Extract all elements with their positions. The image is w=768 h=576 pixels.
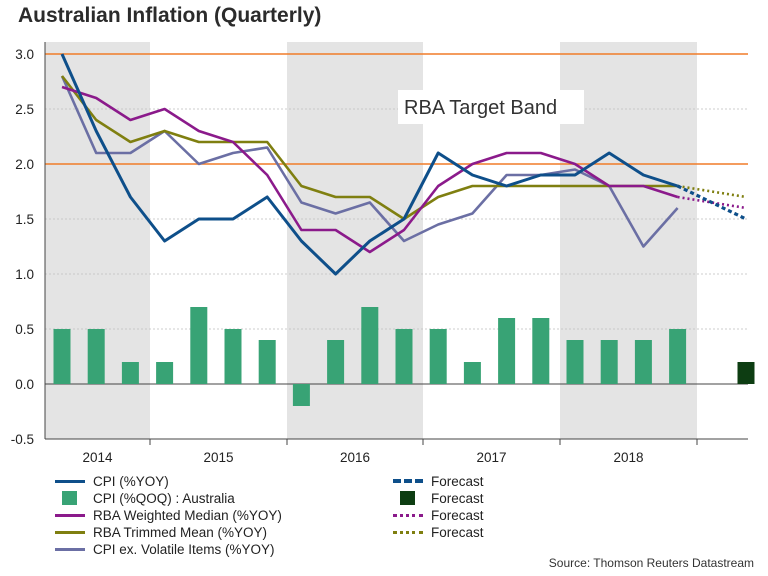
bar-cpi-qoq <box>121 362 139 384</box>
source-note: Source: Thomson Reuters Datastream <box>548 556 754 570</box>
legend-item: CPI ex. Volatile Items (%YOY) <box>55 541 275 557</box>
bar-cpi-qoq <box>258 340 276 384</box>
legend-label: Forecast <box>431 507 484 523</box>
legend-label: CPI (%YOY) <box>93 473 169 489</box>
bar-cpi-qoq <box>600 340 618 384</box>
bar-cpi-qoq <box>327 340 345 384</box>
bar-cpi-qoq <box>395 329 413 384</box>
line-cpi <box>60 53 679 276</box>
x-year-label-2017: 2017 <box>476 450 506 465</box>
bar-cpi-qoq <box>292 384 310 406</box>
legend-label: RBA Weighted Median (%YOY) <box>93 507 282 523</box>
bar-cpi-qoq <box>224 329 242 384</box>
y-tick-label: 3.0 <box>15 47 34 62</box>
y-tick-label: 2.5 <box>15 102 34 117</box>
legend-item: CPI (%QOQ) : Australia <box>55 490 235 506</box>
legend-item: Forecast <box>393 507 484 523</box>
x-year-label-2014: 2014 <box>82 450 113 465</box>
y-tick-label: 0.5 <box>15 322 34 337</box>
bar-cpi-qoq <box>532 318 550 384</box>
bar-cpi-qoq <box>498 318 516 384</box>
forecast-trimmed-mean <box>677 184 747 199</box>
x-year-label-2016: 2016 <box>340 450 370 465</box>
bar-cpi-qoq <box>669 329 687 384</box>
legend-label: Forecast <box>431 490 484 506</box>
target-band-label: RBA Target Band <box>404 97 557 119</box>
line-weighted-median <box>61 85 678 254</box>
legend-label: CPI (%QOQ) : Australia <box>93 490 235 506</box>
target-band-label-box <box>398 90 584 124</box>
legend-item: Forecast <box>393 490 484 506</box>
inflation-chart: 3.0 2.5 2.0 1.5 1.0 0.5 0.0 -0.5 RBA Target Band… <box>11 42 755 465</box>
x-year-label-2018: 2018 <box>613 450 643 465</box>
legend-swatch <box>55 513 85 517</box>
bar-cpi-qoq <box>87 329 105 384</box>
bar-cpi-qoq <box>463 362 481 384</box>
y-tick-label: 2.0 <box>15 157 34 172</box>
y-tick-label: -0.5 <box>11 432 34 447</box>
forecast-cpi <box>676 184 747 221</box>
forecast-weighted-median <box>677 195 747 210</box>
legend-label: Forecast <box>431 473 484 489</box>
legend-swatch <box>55 479 85 483</box>
legend-label: RBA Trimmed Mean (%YOY) <box>93 524 268 540</box>
bar-cpi-qoq <box>429 329 447 384</box>
chart-title: Australian Inflation (Quarterly) <box>18 4 322 27</box>
bar-cpi-qoq <box>190 307 208 384</box>
legend-swatch <box>55 547 85 551</box>
legend-label: CPI ex. Volatile Items (%YOY) <box>93 541 275 557</box>
x-year-label-2015: 2015 <box>203 450 233 465</box>
legend-label: Forecast <box>431 524 484 540</box>
legend-item: CPI (%YOY) <box>55 473 169 489</box>
legend-swatch <box>393 513 423 517</box>
legend-swatch <box>55 530 85 534</box>
bar-cpi-qoq <box>361 307 379 384</box>
bar-cpi-qoq <box>53 329 71 384</box>
y-tick-label: 0.0 <box>15 377 34 392</box>
bar-cpi-qoq <box>566 340 584 384</box>
y-tick-label: 1.0 <box>15 267 34 282</box>
legend-item: RBA Trimmed Mean (%YOY) <box>55 524 267 540</box>
legend-item: Forecast <box>393 524 484 540</box>
legend-swatch <box>393 479 423 483</box>
line-trimmed-mean <box>60 75 678 221</box>
bar-cpi-qoq <box>634 340 652 384</box>
legend-swatch <box>393 530 423 534</box>
legend-swatch <box>400 491 415 505</box>
y-tick-label: 1.5 <box>15 212 34 227</box>
legend-swatch <box>62 491 77 505</box>
legend-item: Forecast <box>393 473 484 489</box>
bar-cpi-qoq-forecast <box>737 362 755 384</box>
bar-cpi-qoq <box>156 362 174 384</box>
legend-item: RBA Weighted Median (%YOY) <box>55 507 282 523</box>
